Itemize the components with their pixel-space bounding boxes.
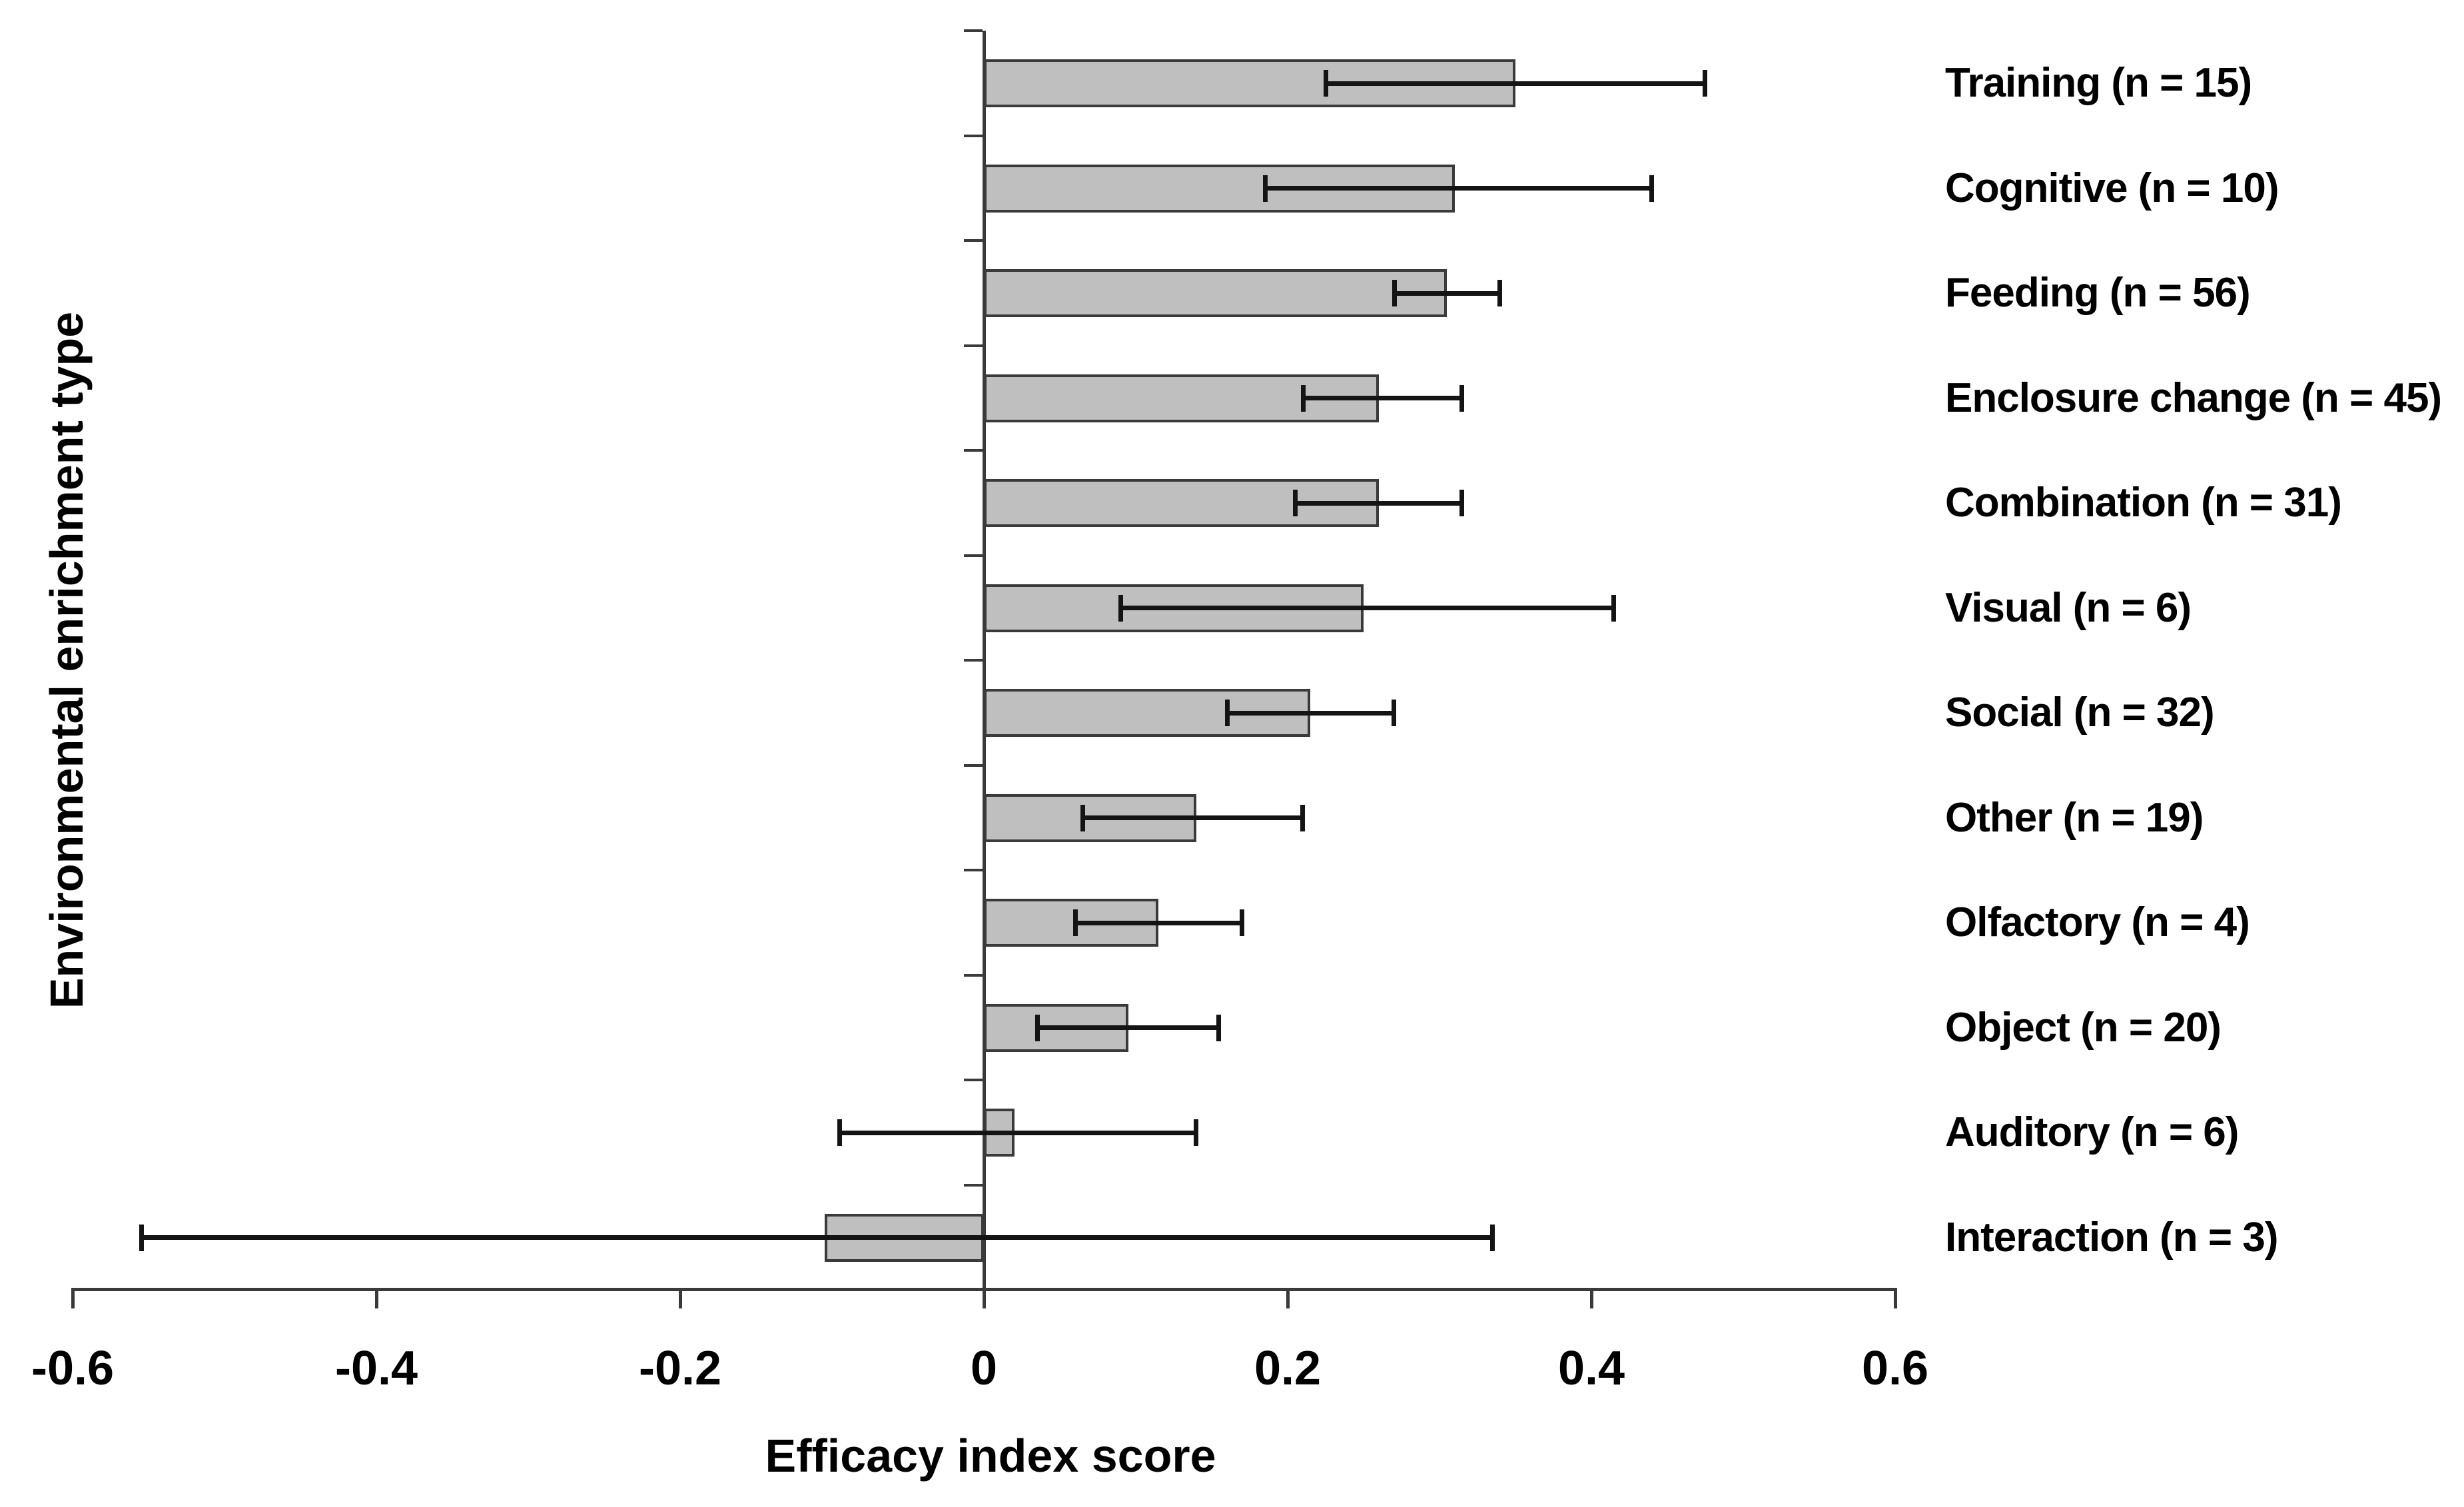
x-axis-tick [679, 1291, 682, 1308]
error-bar-cap-high [1216, 1014, 1222, 1041]
x-tick-label: -0.4 [334, 1342, 418, 1395]
category-label: Social (n = 32) [1945, 690, 2215, 736]
error-bar-cap-high [1489, 1224, 1495, 1251]
error-bar [1226, 710, 1394, 716]
category-label: Cognitive (n = 10) [1945, 165, 2279, 211]
error-bar-cap-high [1459, 490, 1465, 516]
category-label: Olfactory (n = 4) [1945, 899, 2250, 945]
y-axis-tick [964, 1183, 983, 1187]
error-bar [1120, 606, 1615, 610]
error-bar-cap-low [1118, 594, 1124, 622]
x-axis-tick [1894, 1291, 1897, 1308]
error-bar-cap-high [1391, 700, 1396, 726]
category-label: Object (n = 20) [1945, 1004, 2222, 1051]
error-bar-cap-low [139, 1224, 144, 1251]
x-axis-tick [375, 1291, 378, 1308]
x-tick-label: -0.2 [638, 1342, 722, 1395]
error-bar-cap-low [1072, 909, 1078, 936]
error-bar-cap-low [1262, 175, 1268, 202]
x-axis-tick [983, 1291, 986, 1308]
error-bar [1394, 290, 1501, 296]
error-bar-cap-low [1300, 384, 1306, 412]
x-tick-label: 0.4 [1557, 1342, 1625, 1395]
error-bar [1264, 186, 1653, 191]
x-tick-label: 0.2 [1254, 1342, 1322, 1395]
error-bar [1074, 920, 1242, 925]
category-label: Auditory (n = 6) [1945, 1109, 2239, 1155]
error-bar [1295, 500, 1463, 506]
error-bar [1326, 81, 1705, 86]
error-bar-cap-high [1239, 909, 1244, 936]
y-axis-tick [964, 554, 983, 557]
error-bar-cap-low [1293, 490, 1298, 516]
x-axis-tick [1286, 1291, 1290, 1308]
error-bar-cap-high [1459, 384, 1465, 412]
y-axis-tick [964, 869, 983, 871]
x-tick-label: 0.6 [1861, 1342, 1929, 1395]
x-tick-label: 0 [970, 1342, 998, 1395]
error-bar-cap-low [1034, 1014, 1040, 1041]
category-label: Other (n = 19) [1945, 794, 2204, 841]
error-bar-cap-high [1649, 175, 1655, 202]
error-bar [1302, 396, 1463, 400]
category-label: Enclosure change (n = 45) [1945, 374, 2442, 421]
y-axis-tick [964, 659, 983, 662]
bar [984, 59, 1515, 107]
y-axis-tick [964, 449, 983, 452]
y-axis-tick [964, 1288, 983, 1291]
error-bar-cap-low [1080, 804, 1086, 831]
y-axis-tick [964, 973, 983, 977]
category-label: Visual (n = 6) [1945, 584, 2192, 631]
error-bar-cap-high [1300, 804, 1305, 831]
error-bar-cap-high [1194, 1119, 1199, 1146]
y-axis-tick [964, 134, 983, 137]
y-axis-tick [964, 344, 983, 347]
error-bar-cap-high [1497, 280, 1503, 306]
y-axis-title-text: Environmental enrichment type [41, 311, 93, 1009]
category-label: Training (n = 15) [1945, 60, 2252, 106]
error-bar-cap-high [1703, 70, 1707, 97]
bar [984, 269, 1447, 317]
x-axis-tick [71, 1291, 75, 1308]
error-bar [141, 1235, 1493, 1240]
category-label: Interaction (n = 3) [1945, 1214, 2278, 1260]
x-axis-tick [1590, 1291, 1593, 1308]
y-axis-line [983, 31, 986, 1291]
x-axis-title: Efficacy index score [765, 1430, 1216, 1482]
category-label: Combination (n = 31) [1945, 480, 2342, 526]
error-bar-cap-low [1224, 700, 1230, 726]
error-bar-cap-low [837, 1119, 843, 1146]
error-bar [1082, 815, 1303, 820]
y-axis-tick [964, 1079, 983, 1081]
x-tick-label: -0.6 [31, 1342, 115, 1395]
y-axis-tick [964, 29, 983, 32]
error-bar [839, 1130, 1197, 1135]
error-bar-cap-low [1324, 70, 1328, 97]
error-bar [1036, 1025, 1220, 1030]
y-axis-tick [964, 239, 983, 242]
error-bar-cap-low [1392, 280, 1397, 306]
error-bar-cap-high [1611, 594, 1617, 622]
y-axis-tick [964, 763, 983, 767]
category-label: Feeding (n = 56) [1945, 270, 2251, 316]
